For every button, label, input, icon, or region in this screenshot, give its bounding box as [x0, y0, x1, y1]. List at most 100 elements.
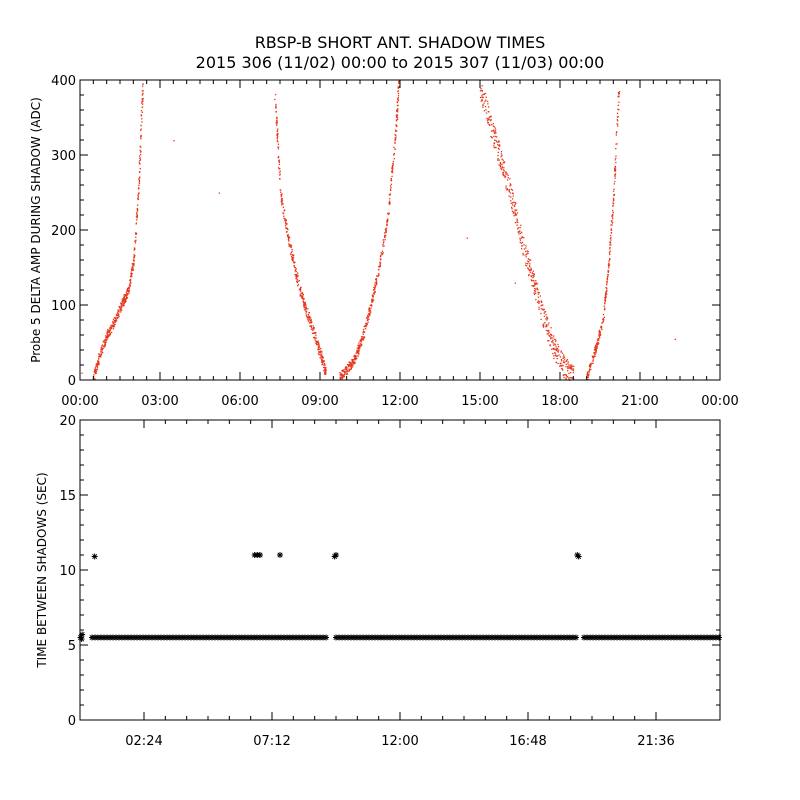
amp-point	[546, 333, 548, 335]
amp-point	[596, 344, 598, 346]
amp-point	[275, 120, 278, 122]
amp-point	[100, 353, 103, 355]
amp-point	[512, 198, 514, 200]
amp-point	[121, 302, 123, 305]
amp-point	[396, 114, 398, 116]
amp-point	[557, 343, 559, 346]
amp-point	[277, 146, 279, 148]
amp-point	[487, 100, 489, 103]
amp-point	[368, 308, 371, 310]
amp-point	[597, 339, 599, 341]
amp-point	[340, 374, 342, 376]
amp-point	[521, 245, 523, 247]
interval-panel: 02:24 07:12 12:00 16:48 21:36 0 5 10 15 20 TIME B…	[35, 414, 722, 749]
amp-point	[369, 315, 371, 317]
amp-point	[127, 287, 129, 289]
amp-point	[598, 333, 600, 336]
amp-point	[375, 284, 377, 287]
amp-point	[277, 135, 279, 137]
amp-point	[398, 86, 400, 89]
amp-point	[132, 267, 134, 269]
amp-point	[103, 344, 106, 346]
amp-point	[553, 335, 555, 337]
amp-point	[552, 337, 554, 339]
amp-point	[597, 343, 599, 345]
amp-point	[533, 290, 536, 292]
amp-point	[598, 335, 600, 337]
amp-point	[283, 217, 285, 219]
amp-point	[387, 218, 389, 220]
amp-point	[484, 106, 487, 108]
amp-point	[365, 324, 367, 326]
amp-point	[318, 352, 320, 354]
amp-point	[342, 374, 344, 376]
amp-point	[371, 301, 373, 303]
amp-point	[354, 355, 356, 357]
amp-point	[547, 340, 549, 342]
amp-point	[357, 349, 359, 351]
amp-point	[122, 301, 124, 303]
amp-point	[553, 355, 555, 357]
amp-point	[390, 186, 392, 189]
amp-point	[115, 315, 118, 317]
amp-point	[540, 318, 542, 320]
amp-point	[612, 202, 615, 205]
amp-point	[395, 116, 398, 118]
amp-point	[396, 115, 398, 117]
amp-point	[528, 265, 531, 267]
amp-point	[323, 360, 325, 363]
amp-point	[281, 202, 283, 204]
amp-point	[555, 339, 557, 341]
amp-outlier-point	[674, 338, 676, 341]
amp-point	[555, 354, 557, 356]
interval-x-tick-label: 12:00	[381, 734, 418, 749]
amp-point	[565, 378, 567, 380]
amp-point	[617, 115, 619, 118]
amp-point	[610, 244, 612, 246]
amp-point	[521, 248, 523, 250]
amp-point	[514, 222, 517, 224]
amp-point	[614, 173, 617, 175]
amp-x-tick-label: 06:00	[221, 394, 258, 409]
amp-point	[301, 292, 304, 294]
amp-point	[609, 253, 611, 255]
amp-point	[519, 239, 522, 241]
amp-point	[517, 227, 520, 229]
amp-point	[101, 349, 103, 351]
amp-point	[137, 198, 139, 200]
amp-point	[560, 350, 562, 352]
amp-point	[554, 338, 556, 340]
amp-point	[108, 329, 110, 332]
amp-point	[309, 319, 312, 322]
amp-point	[365, 326, 367, 328]
amp-point	[94, 371, 96, 373]
amp-point	[121, 298, 123, 300]
amp-point	[395, 130, 397, 132]
amp-point	[548, 322, 550, 324]
amp-point	[123, 302, 125, 304]
amp-point	[110, 328, 112, 330]
amp-point	[364, 324, 367, 326]
amp-point	[592, 357, 594, 359]
amp-point	[504, 175, 507, 177]
amp-point	[363, 337, 365, 339]
amp-point	[104, 342, 106, 344]
amp-point	[372, 296, 374, 298]
amp-x-tick-label: 21:00	[621, 394, 658, 409]
amp-point	[527, 260, 529, 262]
amp-point	[321, 363, 323, 365]
amp-point	[128, 292, 130, 294]
interval-series	[77, 552, 722, 642]
interval-axis-ticks: 02:24 07:12 12:00 16:48 21:36 0 5 10 15 20	[59, 414, 720, 749]
amp-point	[297, 280, 299, 282]
amp-y-tick-label: 0	[68, 374, 76, 389]
amp-point	[303, 298, 305, 300]
amp-point	[105, 336, 107, 338]
amp-point	[572, 368, 575, 370]
amp-point	[565, 366, 567, 368]
amp-point	[494, 129, 497, 131]
amp-point	[513, 201, 515, 203]
amp-point	[307, 308, 309, 310]
amp-point	[107, 331, 110, 333]
amp-point	[514, 211, 516, 213]
